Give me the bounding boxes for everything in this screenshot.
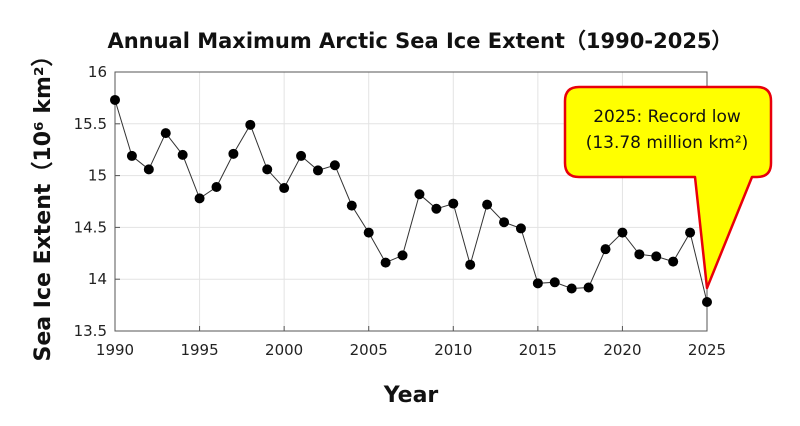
data-point [279,183,290,194]
y-tick-label: 14.5 [74,218,107,236]
x-axis-label: Year [383,383,439,408]
data-point [211,181,222,192]
data-point [143,164,154,175]
data-point [549,277,560,288]
data-point [482,199,493,210]
chart-title: Annual Maximum Arctic Sea Ice Extent（199… [107,29,732,53]
callout-line-1: 2025: Record low [593,107,741,127]
y-tick-label: 15.5 [74,115,107,133]
data-point [566,283,577,294]
callout-line-2: (13.78 million km²) [586,133,749,153]
data-point [414,189,425,200]
data-point [397,250,408,261]
data-point [194,193,205,204]
y-axis-label: Sea Ice Extent（10⁶ km²） [31,44,56,361]
data-point [177,149,188,160]
data-point [651,251,662,262]
data-point [499,217,510,228]
x-tick-label: 1990 [96,341,134,359]
data-point [515,223,526,234]
data-point [346,200,357,211]
x-tick-label: 2020 [603,341,641,359]
data-point [160,128,171,139]
data-point [583,282,594,293]
data-point [380,257,391,268]
x-tick-label: 2005 [350,341,388,359]
tick-labels: 1990 1995 2000 2005 2010 2015 2020 2025 13.5 14 14… [74,63,727,359]
data-points [110,94,712,307]
x-tick-label: 2000 [265,341,303,359]
data-point [448,198,459,209]
data-point [465,259,476,270]
data-point [668,256,679,267]
data-point [110,94,120,105]
x-tick-label: 2010 [434,341,472,359]
data-point [262,164,273,175]
data-point [702,296,712,307]
y-tick-label: 16 [88,63,107,81]
data-point [600,244,611,255]
x-tick-label: 2015 [519,341,557,359]
data-point [532,278,543,289]
data-point [617,227,628,238]
record-low-callout: 2025: Record low (13.78 million km²) [563,85,773,290]
data-point [126,150,137,161]
callout-bubble [563,85,773,290]
y-tick-label: 13.5 [74,322,107,340]
data-point [296,150,307,161]
y-tick-label: 15 [88,167,107,185]
data-point [431,203,442,214]
data-point [685,227,696,238]
x-tick-label: 1995 [180,341,218,359]
data-point [312,165,323,176]
data-point [634,249,645,260]
data-point [245,119,256,130]
data-point [329,160,340,171]
data-point [363,227,374,238]
data-point [228,148,239,159]
x-tick-label: 2025 [688,341,726,359]
y-tick-label: 14 [88,270,107,288]
